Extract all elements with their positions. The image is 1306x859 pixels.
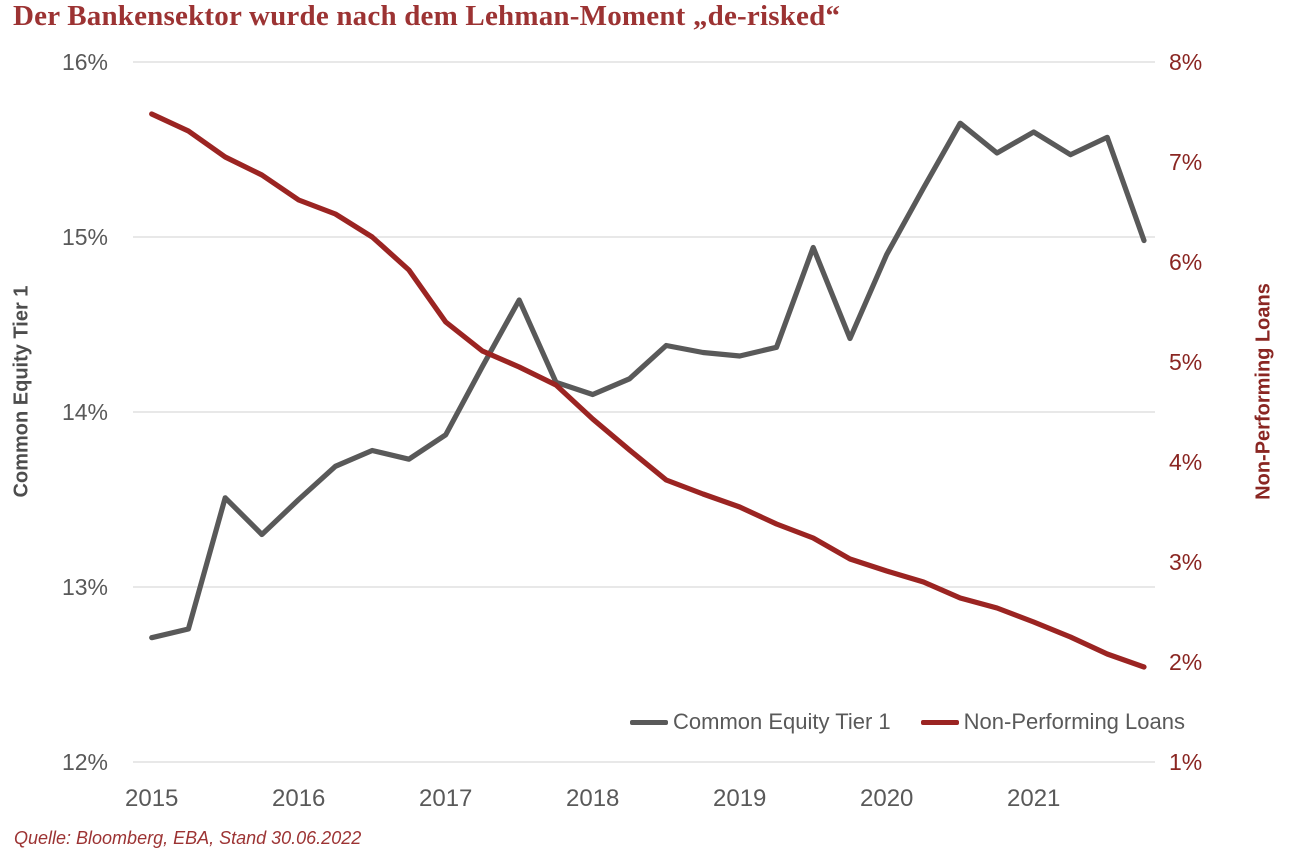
series-line-npl [149,111,1147,670]
right-axis-tick-label: 3% [1169,549,1202,575]
legend-item-npl: Non-Performing Loans [891,709,1185,735]
legend-label-npl: Non-Performing Loans [963,709,1185,734]
x-axis-tick-label: 2017 [419,785,472,812]
right-axis-tick-label: 2% [1169,649,1202,675]
chart-title: Der Bankensektor wurde nach dem Lehman-M… [13,0,841,32]
right-axis-tick-label: 7% [1169,149,1202,175]
source-note: Quelle: Bloomberg, EBA, Stand 30.06.2022 [14,828,362,848]
x-axis-tick-label: 2018 [566,785,619,812]
left-axis-tick-label: 14% [62,399,108,425]
x-axis-tick-label: 2016 [272,785,325,812]
left-axis-tick-label: 12% [62,749,108,775]
x-axis-tick-label: 2015 [125,785,178,812]
left-axis-title: Common Equity Tier 1 [10,285,33,498]
legend-item-cet1: Common Equity Tier 1 [630,709,891,735]
npl-line-swatch-icon [920,719,959,725]
left-axis-tick-label: 16% [62,49,108,75]
right-axis-tick-label: 4% [1169,449,1202,475]
x-axis-tick-label: 2020 [860,785,913,812]
right-axis-tick-label: 1% [1169,749,1202,775]
left-axis-tick-label: 15% [62,224,108,250]
right-axis-tick-label: 6% [1169,249,1202,275]
right-axis-tick-label: 5% [1169,349,1202,375]
x-axis-tick-label: 2019 [713,785,766,812]
right-axis-title: Non-Performing Loans [1252,283,1275,500]
cet1-line-swatch-icon [630,719,668,725]
left-axis-tick-label: 13% [62,574,108,600]
x-axis-tick-label: 2021 [1007,785,1060,812]
series-line-cet1 [149,120,1147,641]
legend-label-cet1: Common Equity Tier 1 [673,709,891,734]
right-axis-tick-label: 8% [1169,49,1202,75]
chart-legend: Common Equity Tier 1 Non-Performing Loan… [630,709,1185,735]
